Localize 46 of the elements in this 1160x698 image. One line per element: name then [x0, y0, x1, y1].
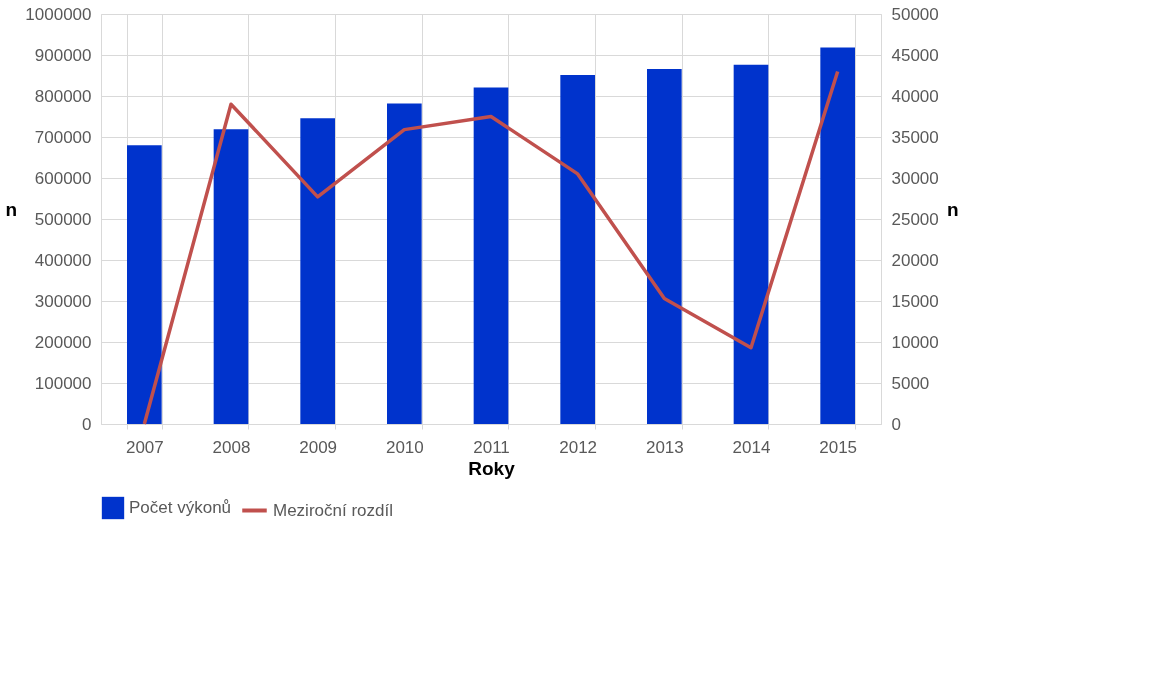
y-tick-label: 500000 [34, 209, 92, 229]
x-tick-label: 2009 [299, 437, 338, 457]
y-tick-label: 700000 [34, 127, 92, 147]
y2-tick-label: 25000 [891, 209, 939, 229]
y-tick-label: 400000 [34, 250, 92, 270]
y-tick-label: 200000 [34, 332, 92, 352]
x-tick-label: 2008 [212, 437, 251, 457]
bar [473, 87, 509, 424]
y-tick-label: 100000 [34, 373, 92, 393]
x-tick-label: 2012 [559, 437, 598, 457]
bar [387, 103, 422, 424]
bar [647, 68, 682, 424]
y2-tick-label: 45000 [891, 45, 939, 65]
y2-tick-label: 30000 [891, 168, 939, 188]
bar [560, 75, 595, 424]
x-tick-label: 2015 [819, 437, 858, 457]
bar [127, 145, 162, 424]
y-tick-label: 800000 [34, 86, 92, 106]
bar [213, 129, 249, 424]
y2-tick-label: 15000 [891, 291, 939, 311]
y-tick-label: 1000000 [25, 4, 92, 24]
y-tick-label: 900000 [34, 45, 92, 65]
x-tick-label: 2014 [732, 437, 771, 457]
y2-tick-label: 50000 [891, 4, 939, 24]
x-tick-label: 2011 [473, 437, 510, 457]
y-tick-label: 600000 [34, 168, 92, 188]
x-tick-label: 2007 [125, 437, 164, 457]
y2-tick-label: 0 [891, 414, 901, 434]
bar [733, 64, 769, 424]
bar [300, 118, 335, 424]
y-axis-title: n [5, 198, 18, 220]
x-tick-label: 2010 [385, 437, 424, 457]
y2-tick-label: 10000 [891, 332, 939, 352]
line-series [142, 69, 840, 426]
y2-tick-label: 40000 [891, 86, 939, 106]
y-tick-label: 0 [82, 414, 92, 434]
x-tick-label: 2013 [645, 437, 684, 457]
y2-tick-label: 20000 [891, 250, 939, 270]
y2-tick-label: 5000 [891, 373, 930, 393]
y2-tick-label: 35000 [891, 127, 939, 147]
legend-label: Meziroční rozdíl [273, 500, 393, 520]
legend-label: Počet výkonů [129, 498, 232, 517]
x-axis-title: Roky [468, 457, 516, 479]
y-tick-label: 300000 [34, 291, 92, 311]
bar [820, 47, 855, 424]
y2-axis-title: n [946, 198, 959, 220]
